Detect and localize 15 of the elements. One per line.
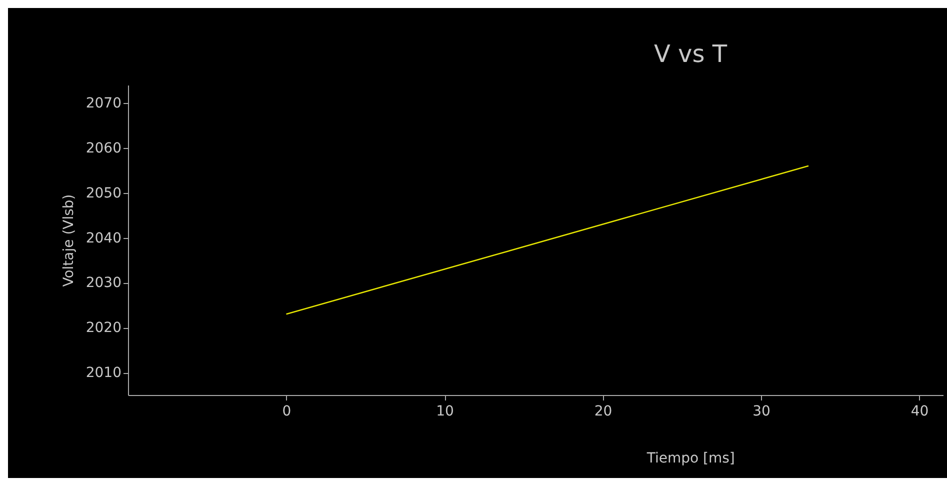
y-tick-label: 2010	[86, 365, 122, 382]
x-tick-label: 0	[282, 404, 292, 420]
x-tick-label: 20	[594, 404, 612, 420]
y-tick-label: 2020	[86, 320, 122, 336]
x-axis-title: Tiempo [ms]	[646, 450, 735, 466]
y-tick-label: 2070	[86, 95, 122, 112]
y-tick-label: 2060	[86, 140, 122, 156]
x-tick-label: 40	[910, 404, 929, 420]
y-axis-title: Voltaje (Vlsb)	[60, 194, 77, 287]
y-tick-label: 2030	[86, 275, 122, 292]
y-tick-label: 2040	[86, 230, 122, 246]
x-tick-label: 30	[752, 404, 770, 420]
y-tick-label: 2050	[86, 185, 122, 202]
x-tick-label: 10	[436, 404, 454, 420]
chart-title: V vs T	[654, 40, 728, 68]
